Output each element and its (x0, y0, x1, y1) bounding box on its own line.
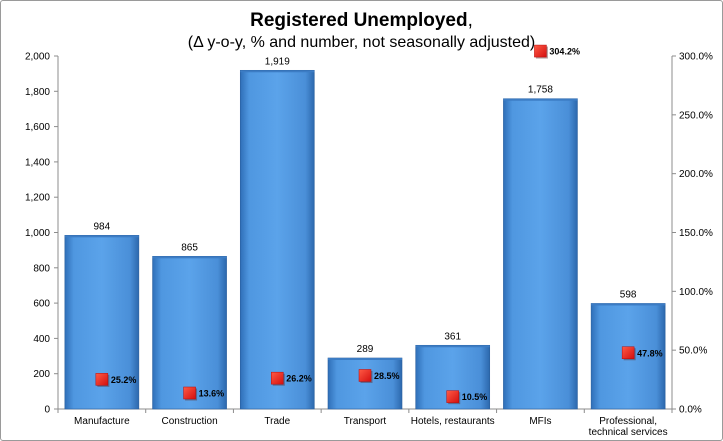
bar-top-edge (415, 345, 490, 348)
y-tick-label: 2,000 (25, 52, 50, 63)
y-tick-label: 0 (44, 405, 50, 416)
pct-data-label: 10.5% (462, 392, 488, 402)
y2-tick-label: 300.0% (679, 52, 713, 63)
y-tick-label: 1,000 (25, 228, 50, 239)
y-tick-label: 1,400 (25, 157, 50, 168)
bar-data-label: 1,758 (528, 85, 553, 96)
pct-marker (95, 373, 109, 386)
bar (239, 69, 315, 410)
pct-data-label: 304.2% (549, 47, 580, 57)
bar-top-edge (152, 256, 227, 259)
bar-data-label: 984 (94, 221, 111, 232)
y2-tick-label: 150.0% (679, 228, 713, 239)
pct-marker (534, 44, 547, 58)
bar (503, 98, 578, 410)
y2-tick-label: 100.0% (679, 287, 713, 298)
bar-data-label: 865 (181, 242, 198, 253)
y2-tick-label: 50.0% (679, 346, 707, 357)
pct-data-label: 47.8% (637, 348, 663, 358)
y2-tick-label: 0.0% (679, 405, 702, 416)
y-tick-label: 400 (33, 334, 50, 345)
pct-marker (358, 369, 372, 382)
x-category-label: Transport (344, 416, 387, 427)
chart-title: Registered Unemployed, (250, 10, 473, 31)
bar-top-edge (503, 98, 578, 101)
y-tick-label: 1,200 (25, 193, 50, 204)
x-category-label: Hotels, restaurants (411, 416, 495, 427)
x-category-label: Construction (162, 416, 218, 427)
bar (327, 357, 403, 410)
x-category-label: MFIs (529, 416, 551, 427)
pct-marker (183, 386, 196, 400)
pct-data-label: 25.2% (111, 375, 137, 385)
bar-data-label: 1,919 (265, 56, 290, 67)
bar-top-edge (328, 357, 402, 360)
pct-data-label: 13.6% (199, 388, 225, 398)
y-tick-label: 1,600 (25, 122, 50, 133)
y2-tick-label: 250.0% (679, 110, 713, 121)
pct-data-label: 28.5% (374, 371, 400, 381)
pct-marker (446, 390, 459, 403)
x-category-label: technical services (589, 427, 668, 438)
x-category-label: Professional, (599, 416, 657, 427)
pct-marker (271, 371, 284, 385)
bar-top-edge (591, 303, 666, 306)
chart-subtitle: (Δ y-o-y, % and number, not seasonally a… (187, 34, 536, 51)
bar-top-edge (64, 235, 139, 238)
x-category-label: Manufacture (74, 416, 130, 427)
y2-tick-label: 200.0% (679, 169, 713, 180)
y-tick-label: 600 (33, 299, 50, 310)
y-tick-label: 800 (33, 263, 50, 274)
bar-top-edge (240, 70, 315, 73)
bar-data-label: 289 (357, 344, 374, 355)
x-category-label: Trade (264, 416, 290, 427)
bar-data-label: 361 (444, 331, 461, 342)
y-tick-label: 1,800 (25, 87, 50, 98)
y-tick-label: 200 (33, 369, 50, 380)
pct-marker (621, 346, 635, 360)
bar-data-label: 598 (620, 289, 637, 300)
bar (152, 256, 227, 410)
pct-data-label: 26.2% (286, 374, 312, 384)
